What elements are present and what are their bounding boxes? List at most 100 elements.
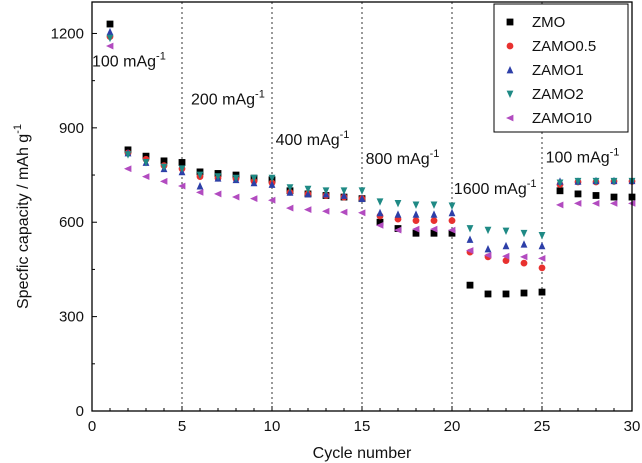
y-axis-title: Specfic capacity / mAh g-1 <box>12 124 32 309</box>
y-tick-label: 900 <box>59 120 84 137</box>
data-point <box>538 241 546 250</box>
data-point <box>502 241 510 250</box>
data-point <box>178 165 186 173</box>
data-point <box>520 229 528 238</box>
data-point <box>502 257 510 265</box>
data-point <box>538 232 546 240</box>
data-point <box>412 201 420 209</box>
data-point <box>322 207 330 215</box>
data-point <box>574 177 582 186</box>
data-point <box>196 188 204 196</box>
legend: ZMO ZAMO0.5 ZAMO1 ZAMO2 ZAMO10 <box>493 3 629 133</box>
data-point <box>610 193 618 201</box>
data-point <box>466 281 474 289</box>
data-point <box>268 180 276 188</box>
data-point <box>520 253 528 261</box>
data-point <box>106 20 114 28</box>
rate-annotation: 100 mAg-1 <box>92 50 166 70</box>
data-point <box>502 290 510 298</box>
data-point <box>448 217 456 225</box>
data-point <box>430 210 438 218</box>
divider-lines <box>181 2 543 411</box>
data-point <box>106 27 114 36</box>
data-point <box>250 195 258 203</box>
data-point <box>304 189 312 198</box>
data-point <box>376 198 384 206</box>
data-point <box>574 199 582 207</box>
data-point <box>592 199 600 207</box>
series-ZAMO2 <box>106 34 636 240</box>
legend-label: ZAMO1 <box>532 62 584 79</box>
data-point <box>142 159 150 167</box>
rate-annotation-sup: -1 <box>340 129 350 141</box>
x-axis-title: Cycle number <box>313 445 412 462</box>
data-point <box>232 174 240 183</box>
data-point <box>286 204 294 212</box>
rate-annotation-sup: -1 <box>255 88 265 100</box>
data-point <box>376 221 384 229</box>
data-point <box>502 252 510 260</box>
data-point <box>394 226 402 234</box>
data-point <box>160 157 168 165</box>
data-point <box>340 208 348 216</box>
legend-marker <box>506 114 514 122</box>
data-point <box>484 244 492 253</box>
data-point <box>484 251 492 259</box>
data-point <box>286 188 294 196</box>
series-ZAMO10 <box>106 42 636 262</box>
data-point <box>160 163 168 172</box>
data-point <box>538 264 546 272</box>
data-point <box>538 255 546 262</box>
data-point <box>538 288 546 296</box>
data-point <box>448 229 456 237</box>
rate-annotation-text: 400 mAg <box>276 132 340 149</box>
data-point <box>466 247 474 254</box>
rate-annotation-text: 1600 mAg <box>454 181 527 198</box>
y-axis-title-main: Specfic capacity / mAh g <box>15 134 32 309</box>
data-point <box>268 196 276 204</box>
data-point <box>304 206 312 214</box>
data-point <box>358 194 366 203</box>
data-point <box>484 290 492 298</box>
legend-marker <box>506 18 514 26</box>
data-point <box>520 289 528 297</box>
data-point <box>610 177 618 186</box>
data-point <box>106 34 114 43</box>
rate-annotation-text: 200 mAg <box>191 91 255 108</box>
data-markers <box>106 20 636 298</box>
data-point <box>412 217 420 225</box>
rate-annotation: 100 mAg-1 <box>546 146 620 166</box>
data-point <box>106 42 114 50</box>
y-tick-label: 1200 <box>51 25 84 42</box>
data-point <box>232 193 240 201</box>
data-point <box>520 240 528 248</box>
data-point <box>394 210 402 218</box>
data-point <box>268 174 276 183</box>
data-point <box>574 190 582 198</box>
data-point <box>376 218 384 226</box>
data-point <box>430 201 438 209</box>
legend-label: ZAMO10 <box>532 110 592 127</box>
data-point <box>430 217 438 225</box>
y-tick-label: 600 <box>59 214 84 231</box>
rate-annotation-sup: -1 <box>430 148 440 160</box>
data-point <box>178 182 186 190</box>
data-point <box>556 179 564 187</box>
rate-annotation-sup: -1 <box>610 146 620 158</box>
data-point <box>484 226 492 235</box>
data-point <box>340 187 348 195</box>
rate-annotation-text: 100 mAg <box>546 149 610 166</box>
data-point <box>610 199 618 207</box>
data-point <box>250 178 258 187</box>
data-point <box>196 182 204 190</box>
data-point <box>592 177 600 186</box>
rate-annotation-sup: -1 <box>156 50 166 62</box>
x-tick-label: 20 <box>444 418 461 435</box>
data-point <box>142 173 150 181</box>
legend-marker <box>506 42 514 50</box>
y-axis-title-sup: -1 <box>12 124 24 134</box>
data-point <box>592 192 600 199</box>
data-point <box>556 201 564 209</box>
